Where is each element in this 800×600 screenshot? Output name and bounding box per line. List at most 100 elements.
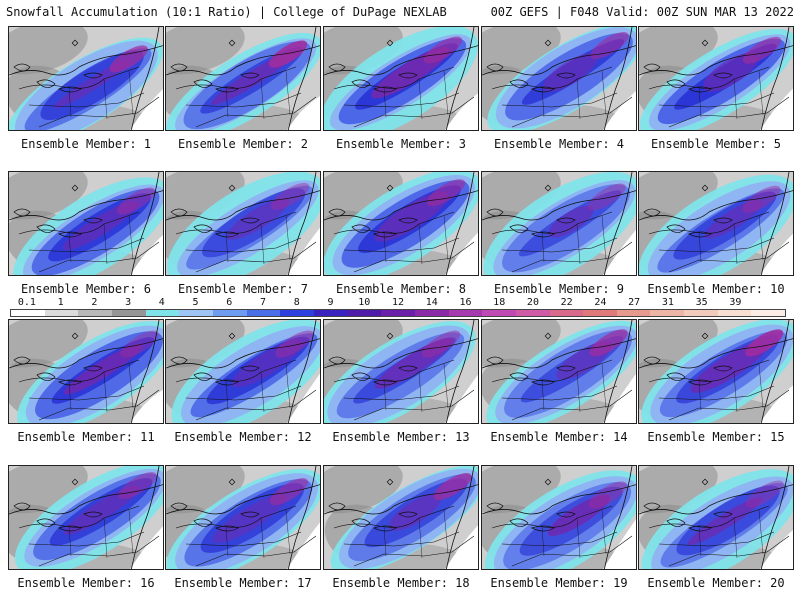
ensemble-panel: Ensemble Member: 2 xyxy=(165,26,321,153)
colorbar-swatch xyxy=(414,310,449,316)
header: Snowfall Accumulation (10:1 Ratio) | Col… xyxy=(0,0,800,24)
snowfall-map xyxy=(323,171,479,276)
colorbar-swatch xyxy=(583,310,617,316)
snowfall-map xyxy=(8,319,164,424)
colorbar-swatch xyxy=(549,310,584,316)
snowfall-map xyxy=(638,26,794,131)
colorbar-tick-label: 31 xyxy=(661,297,674,308)
colorbar-swatch xyxy=(381,310,415,316)
snowfall-map xyxy=(8,171,164,276)
colorbar-tick-label: 39 xyxy=(729,297,742,308)
colorbar-swatch xyxy=(515,310,550,316)
panel-label: Ensemble Member: 13 xyxy=(332,430,470,444)
colorbar-swatch xyxy=(482,310,516,316)
colorbar-swatch xyxy=(448,310,483,316)
ensemble-panel: Ensemble Member: 18 xyxy=(323,465,479,592)
colorbar-swatch xyxy=(44,310,79,316)
ensemble-panel: Ensemble Member: 15 xyxy=(638,319,794,446)
colorbar-tick-label: 4 xyxy=(158,297,165,308)
panel-label: Ensemble Member: 10 xyxy=(647,282,785,296)
colorbar-tick-label: 1 xyxy=(57,297,64,308)
ensemble-panel: Ensemble Member: 1 xyxy=(8,26,164,153)
panel-label: Ensemble Member: 18 xyxy=(332,576,470,590)
ensemble-panel: Ensemble Member: 13 xyxy=(323,319,479,446)
panel-label: Ensemble Member: 2 xyxy=(177,137,309,151)
snowfall-map xyxy=(481,465,637,570)
colorbar-tick-label: 24 xyxy=(594,297,607,308)
colorbar-swatch xyxy=(179,310,213,316)
snowfall-map xyxy=(481,171,637,276)
colorbar-tick-label: 35 xyxy=(695,297,708,308)
ensemble-panel: Ensemble Member: 12 xyxy=(165,319,321,446)
ensemble-panel: Ensemble Member: 20 xyxy=(638,465,794,592)
panel-label: Ensemble Member: 14 xyxy=(490,430,628,444)
panel-label: Ensemble Member: 4 xyxy=(493,137,625,151)
colorbar-tick-label: 8 xyxy=(293,297,300,308)
colorbar-tick-label: 0.1 xyxy=(17,297,36,308)
colorbar-tick-label: 14 xyxy=(425,297,438,308)
ensemble-panel: Ensemble Member: 7 xyxy=(165,171,321,298)
panel-label: Ensemble Member: 16 xyxy=(17,576,155,590)
title-left: Snowfall Accumulation (10:1 Ratio) | Col… xyxy=(6,5,447,19)
colorbar-swatch xyxy=(684,310,718,316)
snowfall-map xyxy=(481,26,637,131)
snowfall-map xyxy=(323,26,479,131)
colorbar-swatch xyxy=(145,310,180,316)
ensemble-panel: Ensemble Member: 3 xyxy=(323,26,479,153)
colorbar-swatch xyxy=(650,310,685,316)
panel-label: Ensemble Member: 6 xyxy=(20,282,152,296)
colorbar-swatch xyxy=(280,310,314,316)
colorbar-tick-label: 7 xyxy=(260,297,267,308)
snowfall-map xyxy=(323,465,479,570)
ensemble-panel: Ensemble Member: 9 xyxy=(481,171,637,298)
colorbar-tick-label: 2 xyxy=(91,297,98,308)
colorbar-tick-label: 16 xyxy=(459,297,472,308)
ensemble-panel: Ensemble Member: 16 xyxy=(8,465,164,592)
snowfall-map xyxy=(481,319,637,424)
colorbar-swatch xyxy=(313,310,348,316)
panel-label: Ensemble Member: 3 xyxy=(335,137,467,151)
colorbar-swatch xyxy=(246,310,281,316)
ensemble-panel: Ensemble Member: 14 xyxy=(481,319,637,446)
snowfall-map xyxy=(638,465,794,570)
snowfall-map xyxy=(165,26,321,131)
colorbar-tick-label: 3 xyxy=(125,297,132,308)
ensemble-panel: Ensemble Member: 11 xyxy=(8,319,164,446)
colorbar-swatch xyxy=(78,310,112,316)
snowfall-map xyxy=(165,171,321,276)
colorbar-tick-label: 20 xyxy=(526,297,539,308)
panel-label: Ensemble Member: 12 xyxy=(174,430,312,444)
panel-label: Ensemble Member: 8 xyxy=(335,282,467,296)
snowfall-map xyxy=(165,465,321,570)
panel-label: Ensemble Member: 20 xyxy=(647,576,785,590)
colorbar-swatch xyxy=(11,310,45,316)
panel-label: Ensemble Member: 7 xyxy=(177,282,309,296)
snowfall-map xyxy=(8,26,164,131)
snowfall-map xyxy=(638,171,794,276)
ensemble-panel: Ensemble Member: 19 xyxy=(481,465,637,592)
colorbar xyxy=(10,309,786,317)
colorbar-swatch xyxy=(111,310,146,316)
colorbar-tick-label: 5 xyxy=(192,297,199,308)
colorbar-swatch xyxy=(347,310,382,316)
panel-label: Ensemble Member: 17 xyxy=(174,576,312,590)
title-right: 00Z GEFS | F048 Valid: 00Z SUN MAR 13 20… xyxy=(490,5,794,19)
colorbar-tick-label: 27 xyxy=(628,297,641,308)
ensemble-panel: Ensemble Member: 10 xyxy=(638,171,794,298)
colorbar-tick-label: 18 xyxy=(493,297,506,308)
colorbar-swatch xyxy=(751,310,786,316)
snowfall-map xyxy=(165,319,321,424)
ensemble-panel: Ensemble Member: 6 xyxy=(8,171,164,298)
ensemble-panel: Ensemble Member: 4 xyxy=(481,26,637,153)
colorbar-tick-label: 10 xyxy=(358,297,371,308)
snowfall-map xyxy=(638,319,794,424)
colorbar-swatch xyxy=(212,310,247,316)
colorbar-labels: 0.1 1 2 3 4 5 6 7 8 9 10 12 14 16 18 20 22 24 27 31 35 39 xyxy=(10,297,786,309)
colorbar-tick-label: 12 xyxy=(391,297,405,308)
ensemble-panel: Ensemble Member: 8 xyxy=(323,171,479,298)
panel-label: Ensemble Member: 19 xyxy=(490,576,628,590)
colorbar-tick-label: 22 xyxy=(560,297,573,308)
panel-label: Ensemble Member: 5 xyxy=(650,137,782,151)
panel-label: Ensemble Member: 15 xyxy=(647,430,785,444)
colorbar-swatch xyxy=(717,310,752,316)
